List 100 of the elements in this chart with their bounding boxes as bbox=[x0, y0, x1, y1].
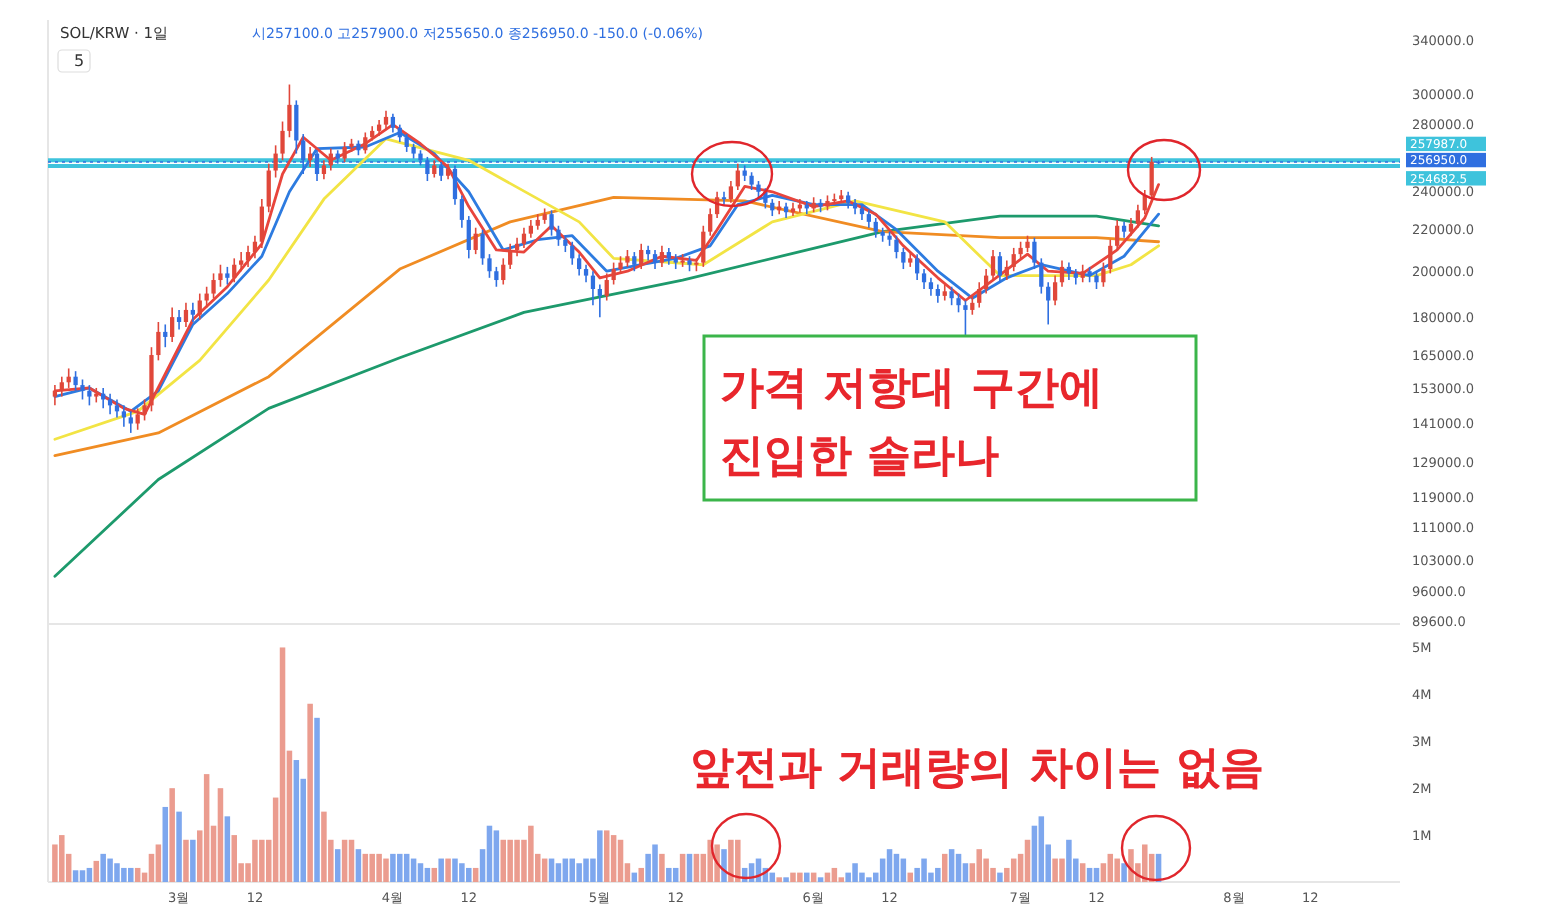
bar bbox=[1079, 863, 1086, 882]
bar bbox=[1052, 858, 1058, 882]
bar bbox=[797, 872, 803, 882]
bar bbox=[1142, 844, 1148, 882]
bar bbox=[893, 853, 900, 882]
bar bbox=[955, 853, 962, 882]
bar bbox=[1121, 863, 1127, 882]
bar bbox=[679, 853, 686, 882]
bar bbox=[293, 760, 300, 882]
bar bbox=[79, 870, 86, 882]
bar bbox=[921, 858, 927, 882]
bar bbox=[334, 849, 341, 882]
bar bbox=[176, 811, 182, 882]
bar bbox=[1024, 839, 1031, 882]
annotation: 가격 저항대 구간에 진입한 솔라나 bbox=[720, 364, 1103, 482]
bar bbox=[1086, 867, 1093, 882]
bar bbox=[617, 839, 624, 882]
bar bbox=[424, 867, 431, 882]
bar bbox=[341, 839, 348, 882]
bar bbox=[376, 853, 382, 882]
bar bbox=[638, 867, 644, 882]
bar bbox=[666, 867, 672, 882]
bar bbox=[1066, 839, 1072, 882]
bar bbox=[231, 835, 237, 882]
bar bbox=[914, 867, 920, 882]
bar bbox=[348, 839, 355, 882]
annotation: 5 bbox=[74, 52, 85, 70]
bar bbox=[466, 867, 472, 882]
bar bbox=[314, 717, 320, 882]
bar bbox=[362, 853, 369, 882]
bar bbox=[452, 858, 458, 882]
bar bbox=[486, 825, 493, 882]
bar bbox=[507, 839, 513, 882]
bar bbox=[397, 853, 403, 882]
bar bbox=[86, 867, 93, 882]
bar bbox=[597, 830, 603, 882]
bar bbox=[252, 839, 258, 882]
bar bbox=[603, 830, 610, 882]
bar bbox=[672, 867, 679, 882]
bar bbox=[121, 867, 127, 882]
bar bbox=[1093, 867, 1100, 882]
bar bbox=[438, 858, 444, 882]
bar bbox=[659, 853, 665, 882]
bar bbox=[907, 872, 913, 882]
bar bbox=[976, 849, 982, 882]
bar bbox=[259, 839, 265, 882]
bar bbox=[390, 853, 396, 882]
bar bbox=[941, 853, 948, 882]
bar bbox=[728, 839, 734, 882]
bar bbox=[886, 849, 893, 882]
bar bbox=[528, 825, 534, 882]
bar bbox=[107, 858, 113, 882]
bar bbox=[100, 853, 106, 882]
bar bbox=[1107, 853, 1114, 882]
bar bbox=[93, 860, 100, 882]
bar bbox=[610, 835, 617, 882]
bar bbox=[224, 816, 231, 882]
bar bbox=[134, 867, 141, 882]
annotation: 앞전과 거래량의 차이는 없음 bbox=[690, 744, 1264, 794]
bar bbox=[417, 863, 424, 882]
bar bbox=[500, 839, 507, 882]
bar bbox=[383, 858, 389, 882]
bar bbox=[583, 858, 589, 882]
bar bbox=[355, 849, 362, 882]
bar bbox=[652, 844, 658, 882]
bar bbox=[114, 863, 120, 882]
bar bbox=[72, 870, 79, 882]
bar bbox=[1114, 858, 1120, 882]
bar bbox=[155, 844, 162, 882]
bar bbox=[831, 867, 838, 882]
bar bbox=[369, 853, 375, 882]
bar bbox=[169, 788, 175, 882]
bar bbox=[431, 867, 438, 882]
bar bbox=[403, 853, 410, 882]
bar bbox=[735, 839, 741, 882]
line-series bbox=[53, 214, 1160, 578]
bar bbox=[59, 835, 65, 882]
bar bbox=[1038, 816, 1045, 882]
bar bbox=[990, 867, 996, 882]
bar bbox=[1059, 858, 1065, 882]
bar bbox=[459, 863, 465, 882]
bar bbox=[997, 872, 1003, 882]
bar bbox=[569, 858, 575, 882]
bar bbox=[203, 774, 210, 882]
bar bbox=[1004, 867, 1010, 882]
bar bbox=[514, 839, 520, 882]
bar bbox=[279, 647, 286, 882]
bar bbox=[321, 811, 327, 882]
bar bbox=[217, 788, 224, 882]
bar bbox=[852, 863, 858, 882]
bar bbox=[183, 839, 189, 882]
bar bbox=[128, 867, 134, 882]
bar bbox=[190, 839, 196, 882]
bar bbox=[790, 872, 796, 882]
bar bbox=[555, 863, 562, 882]
bar bbox=[693, 853, 700, 882]
bar bbox=[493, 830, 500, 882]
bar bbox=[686, 853, 693, 882]
bar bbox=[935, 867, 941, 882]
bar bbox=[804, 872, 810, 882]
